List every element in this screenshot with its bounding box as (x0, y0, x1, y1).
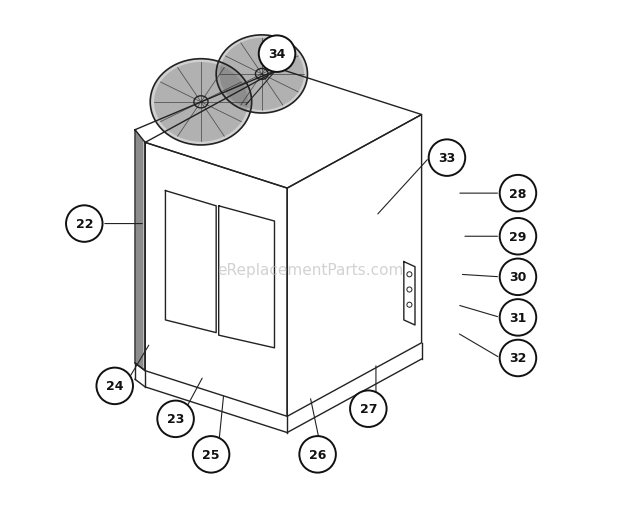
Ellipse shape (154, 63, 248, 143)
Ellipse shape (500, 176, 536, 212)
Ellipse shape (66, 206, 102, 242)
Text: 30: 30 (509, 271, 526, 284)
Ellipse shape (350, 391, 387, 427)
Text: 27: 27 (360, 403, 377, 415)
Ellipse shape (193, 436, 229, 473)
Ellipse shape (299, 436, 336, 473)
Text: 26: 26 (309, 448, 326, 461)
Ellipse shape (500, 218, 536, 255)
Text: 33: 33 (438, 152, 456, 165)
Ellipse shape (219, 39, 304, 111)
Ellipse shape (500, 340, 536, 377)
Text: 28: 28 (509, 187, 526, 200)
Text: 24: 24 (106, 380, 123, 392)
Text: 34: 34 (268, 48, 286, 61)
Ellipse shape (259, 36, 295, 73)
Ellipse shape (150, 60, 252, 146)
Ellipse shape (428, 140, 465, 177)
Ellipse shape (500, 259, 536, 296)
Ellipse shape (500, 300, 536, 336)
Text: 22: 22 (76, 218, 93, 231)
Text: 25: 25 (202, 448, 220, 461)
Ellipse shape (157, 401, 194, 437)
Text: 29: 29 (509, 230, 526, 243)
Ellipse shape (216, 36, 308, 114)
Text: 31: 31 (509, 312, 526, 324)
Text: eReplacementParts.com: eReplacementParts.com (217, 262, 403, 277)
Text: 23: 23 (167, 412, 184, 426)
Text: 32: 32 (509, 352, 526, 365)
Ellipse shape (97, 368, 133, 404)
